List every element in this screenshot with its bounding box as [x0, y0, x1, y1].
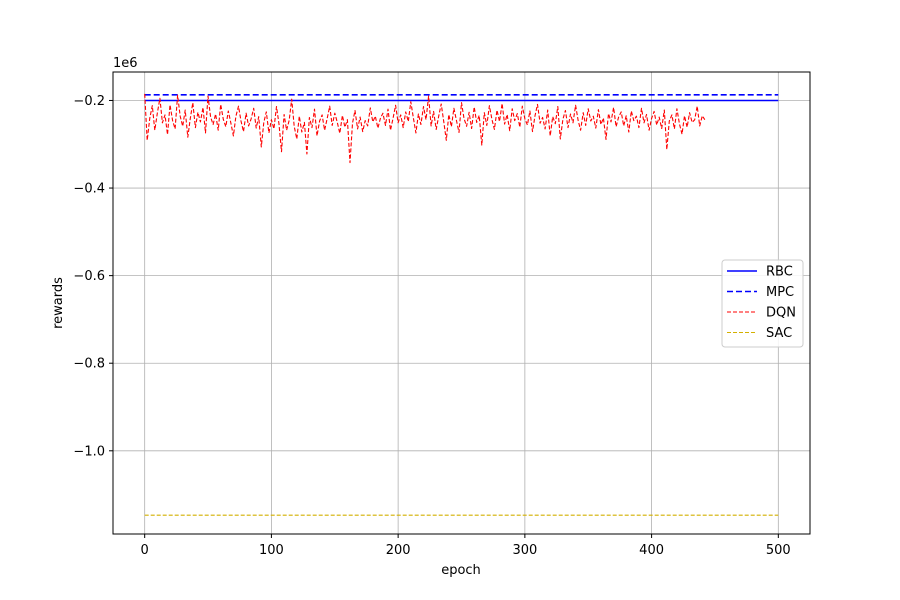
legend-entries: RBC MPC DQN SAC: [727, 265, 796, 341]
y-tick-label: −0.8: [73, 357, 105, 372]
y-tick-label: −0.2: [73, 94, 105, 109]
series-layer: [144, 93, 779, 516]
y-tick-label: −1.0: [73, 444, 105, 459]
series-line-dqn: [144, 93, 706, 164]
y-offset-label: 1e6: [113, 56, 138, 71]
x-tick-label: 400: [639, 543, 664, 558]
y-tick-label: −0.6: [73, 269, 105, 284]
legend: RBC MPC DQN SAC: [721, 259, 804, 348]
y-tick-label: −0.4: [73, 182, 105, 197]
legend-label-dqn: DQN: [766, 306, 796, 321]
x-tick-label: 100: [259, 543, 284, 558]
grid-layer: [113, 72, 810, 534]
y-axis-label: rewards: [51, 277, 66, 329]
x-tick-label: 500: [766, 543, 791, 558]
legend-box: [721, 259, 804, 348]
x-axis-label: epoch: [441, 563, 481, 578]
tick-layer: 0 100 200 300 400 500 −0.2 −0.4 −0.6 −0.8 −1.0: [73, 94, 790, 558]
legend-label-mpc: MPC: [766, 285, 794, 300]
plot-frame: [112, 71, 811, 535]
x-tick-label: 200: [386, 543, 411, 558]
legend-label-sac: SAC: [766, 326, 792, 341]
x-tick-label: 300: [512, 543, 537, 558]
legend-label-rbc: RBC: [766, 265, 793, 280]
x-tick-label: 0: [141, 543, 149, 558]
